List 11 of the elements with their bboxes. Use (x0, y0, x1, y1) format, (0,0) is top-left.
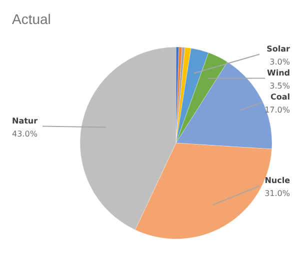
data-label: 43.0% (12, 129, 38, 138)
data-label: 31.0% (264, 188, 290, 198)
data-label: 3.0% (270, 57, 290, 66)
slice-label: Solar (266, 44, 290, 54)
slice-label: Wind (267, 68, 290, 78)
slice-label: Coal (270, 92, 290, 102)
chart-title: Actual (12, 11, 51, 27)
slice-label: Natur (12, 116, 38, 126)
data-label: 17.0% (264, 105, 290, 114)
slice-label: Nucle (264, 176, 291, 185)
data-label: 3.5% (270, 81, 290, 90)
